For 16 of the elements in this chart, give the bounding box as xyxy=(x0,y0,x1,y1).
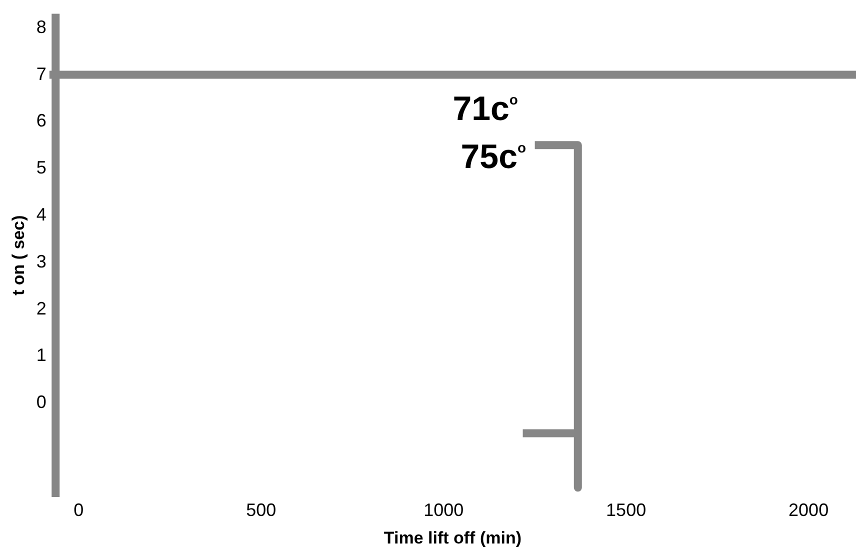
y-tick-label: 3 xyxy=(36,251,46,272)
y-tick-label: 6 xyxy=(36,110,46,131)
y-tick-label: 4 xyxy=(36,204,46,224)
y-tick-label: 8 xyxy=(36,16,46,37)
y-tick-label: 0 xyxy=(36,392,46,412)
x-tick-label: 2000 xyxy=(788,500,829,520)
x-tick-label: 0 xyxy=(74,500,84,520)
x-tick-label: 500 xyxy=(246,500,276,520)
y-tick-label: 1 xyxy=(36,345,46,366)
x-axis-title: Time lift off (min) xyxy=(384,528,522,548)
y-tick-label: 2 xyxy=(36,298,46,318)
y-tick-label: 7 xyxy=(36,64,46,84)
y-tick-label: 5 xyxy=(36,158,46,178)
y-axis-title: t on ( sec) xyxy=(8,215,28,296)
x-tick-label: 1000 xyxy=(424,500,464,520)
x-tick-label: 1500 xyxy=(606,500,646,520)
